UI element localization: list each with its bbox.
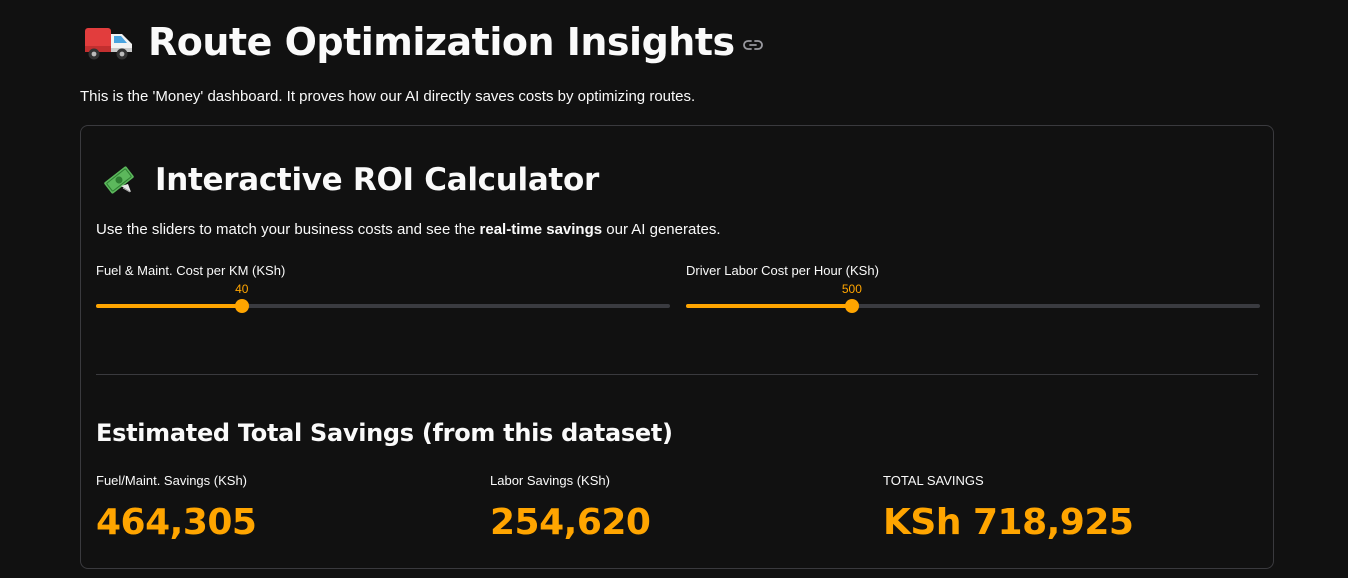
intro-text: This is the 'Money' dashboard. It proves… [80, 88, 696, 105]
money-with-wings-icon [104, 166, 134, 194]
calculator-description: Use the sliders to match your business c… [96, 221, 721, 238]
page-title: Route Optimization Insights [148, 20, 735, 64]
labor-savings-label: Labor Savings (KSh) [490, 473, 610, 488]
roi-calculator-card: Interactive ROI Calculator Use the slide… [80, 125, 1274, 569]
calculator-header: Interactive ROI Calculator [101, 158, 599, 202]
link-icon[interactable] [742, 38, 763, 52]
total-savings-value: KSh 718,925 [883, 502, 1134, 543]
fuel-savings-value: 464,305 [96, 502, 257, 543]
labor-cost-slider-thumb[interactable] [844, 299, 859, 313]
labor-cost-slider-fill [686, 304, 852, 308]
fuel-savings-label: Fuel/Maint. Savings (KSh) [96, 473, 248, 488]
description-text: Use the sliders to match your business c… [96, 221, 480, 238]
fuel-cost-slider: Fuel & Maint. Cost per KM (KSh) 40 [96, 263, 670, 313]
total-savings-label: TOTAL SAVINGS [883, 473, 984, 488]
delivery-truck-icon [85, 28, 132, 60]
description-text-end: our AI generates. [602, 221, 721, 238]
fuel-cost-slider-value: 40 [235, 282, 249, 296]
labor-cost-slider: Driver Labor Cost per Hour (KSh) 500 [686, 263, 1260, 313]
labor-cost-slider-track[interactable] [686, 299, 1260, 313]
labor-cost-slider-value: 500 [841, 282, 862, 296]
fuel-savings-metric: Fuel/Maint. Savings (KSh) 464,305 [96, 473, 257, 543]
calculator-title: Interactive ROI Calculator [155, 162, 599, 198]
description-emphasis: real-time savings [479, 221, 603, 238]
fuel-cost-slider-thumb[interactable] [234, 299, 249, 313]
section-divider [96, 374, 1258, 375]
savings-title: Estimated Total Savings (from this datas… [96, 419, 673, 447]
labor-cost-slider-label: Driver Labor Cost per Hour (KSh) [686, 263, 879, 278]
fuel-cost-slider-label: Fuel & Maint. Cost per KM (KSh) [96, 263, 286, 278]
fuel-cost-slider-track[interactable] [96, 299, 670, 313]
labor-savings-metric: Labor Savings (KSh) 254,620 [490, 473, 651, 543]
total-savings-metric: TOTAL SAVINGS KSh 718,925 [883, 473, 1134, 543]
labor-savings-value: 254,620 [490, 502, 651, 543]
fuel-cost-slider-fill [96, 304, 242, 308]
page-header: Route Optimization Insights [84, 16, 763, 68]
